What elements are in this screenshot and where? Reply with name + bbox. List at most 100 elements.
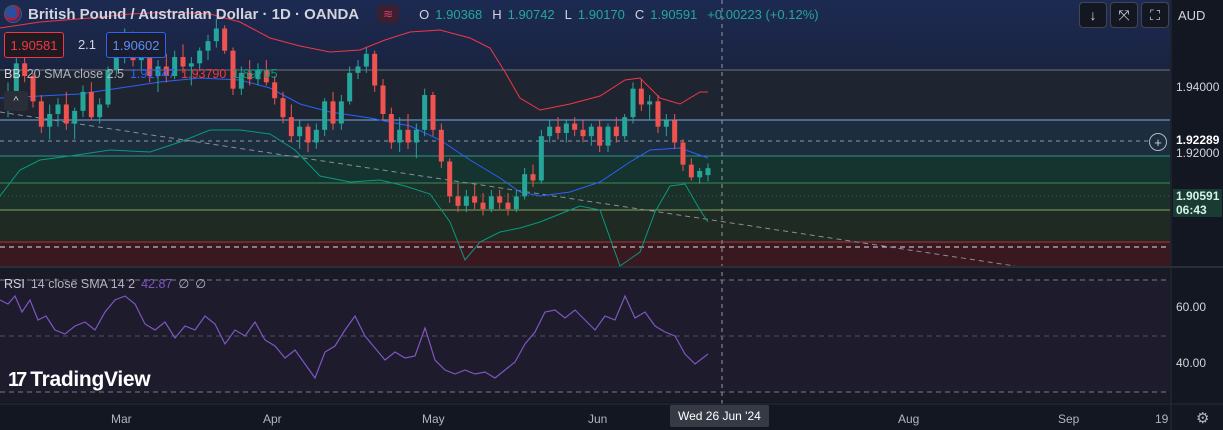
candle-body[interactable] <box>255 69 261 80</box>
candle-body[interactable] <box>355 66 361 73</box>
candle-body[interactable] <box>172 57 178 76</box>
candle-body[interactable] <box>372 53 378 86</box>
rsi-legend[interactable]: RSI 14 close SMA 14 2 42.87 ∅ ∅ <box>4 276 206 292</box>
candle-body[interactable] <box>463 196 469 206</box>
symbol-title[interactable]: British Pound / Australian Dollar · 1D ·… <box>28 5 360 23</box>
candle-body[interactable] <box>13 63 19 92</box>
candle-body[interactable] <box>613 126 619 137</box>
candle-body[interactable] <box>680 142 686 165</box>
candle-body[interactable] <box>147 47 153 77</box>
candle-body[interactable] <box>622 117 628 137</box>
scroll-down-button[interactable]: ↓ <box>1079 2 1107 28</box>
candle-body[interactable] <box>63 104 69 124</box>
candle-body[interactable] <box>22 63 28 76</box>
candle-body[interactable] <box>572 123 578 130</box>
candle-body[interactable] <box>413 129 419 143</box>
candle-body[interactable] <box>213 28 219 42</box>
candle-body[interactable] <box>347 72 353 102</box>
candle-body[interactable] <box>322 101 328 130</box>
candle-body[interactable] <box>280 98 286 118</box>
candle-body[interactable] <box>263 69 269 83</box>
candle-body[interactable] <box>380 85 386 115</box>
candle-body[interactable] <box>80 91 86 111</box>
candle-body[interactable] <box>72 110 78 124</box>
candle-body[interactable] <box>497 196 503 203</box>
candle-body[interactable] <box>238 72 244 89</box>
candle-body[interactable] <box>630 88 636 118</box>
candle-body[interactable] <box>163 66 169 77</box>
candle-body[interactable] <box>530 174 536 181</box>
candle-body[interactable] <box>272 82 278 99</box>
candle-body[interactable] <box>47 114 53 127</box>
candle-body[interactable] <box>588 126 594 137</box>
buy-button[interactable]: 1.90602 <box>106 32 166 58</box>
candle-body[interactable] <box>105 69 111 105</box>
candle-body[interactable] <box>288 117 294 137</box>
symbol-chain-icon[interactable]: ≋ <box>377 5 400 23</box>
gear-icon[interactable]: ⚙ <box>1196 410 1210 427</box>
candle-body[interactable] <box>513 196 519 209</box>
candle-body[interactable] <box>363 53 369 67</box>
candle-body[interactable] <box>30 76 36 102</box>
candle-body[interactable] <box>305 126 311 143</box>
candle-body[interactable] <box>55 104 61 115</box>
bb-legend[interactable]: BB 20 SMA close 2.5 1.91747 1.93790 1.89… <box>4 67 278 81</box>
candle-body[interactable] <box>188 63 194 67</box>
candle-body[interactable] <box>113 53 119 70</box>
candle-body[interactable] <box>505 202 511 209</box>
candle-body[interactable] <box>438 129 444 162</box>
candle-body[interactable] <box>222 28 228 51</box>
candle-body[interactable] <box>605 126 611 146</box>
candle-body[interactable] <box>538 136 544 181</box>
candle-body[interactable] <box>405 129 411 143</box>
candle-body[interactable] <box>330 101 336 124</box>
candle-body[interactable] <box>247 72 253 80</box>
candle-body[interactable] <box>397 129 403 143</box>
candle-body[interactable] <box>422 95 428 130</box>
candle-body[interactable] <box>197 50 203 64</box>
candle-body[interactable] <box>563 123 569 134</box>
candle-body[interactable] <box>697 171 703 178</box>
candle-body[interactable] <box>655 101 661 127</box>
collapse-legend-button[interactable]: ^ <box>4 91 28 111</box>
time-tick: Jun <box>588 412 608 426</box>
candle-body[interactable] <box>313 129 319 143</box>
candle-body[interactable] <box>488 196 494 209</box>
candle-body[interactable] <box>455 196 461 206</box>
candle-body[interactable] <box>688 164 694 178</box>
collapse-button[interactable]: ⤧ <box>1110 2 1138 28</box>
candle-body[interactable] <box>547 126 553 137</box>
symbol-legend[interactable]: British Pound / Australian Dollar · 1D ·… <box>4 4 823 24</box>
candle-body[interactable] <box>338 101 344 124</box>
tradingview-logo[interactable]: 17 TradingView <box>8 368 151 392</box>
candle-body[interactable] <box>647 101 653 105</box>
candle-body[interactable] <box>230 50 236 89</box>
candle-body[interactable] <box>155 66 161 77</box>
candle-body[interactable] <box>97 104 103 118</box>
candle-body[interactable] <box>705 168 711 176</box>
currency-label[interactable]: AUD <box>1178 8 1206 23</box>
candle-body[interactable] <box>638 88 644 105</box>
sell-button[interactable]: 1.90581 <box>4 32 64 58</box>
candle-body[interactable] <box>472 196 478 203</box>
candle-body[interactable] <box>88 91 94 118</box>
candle-body[interactable] <box>388 114 394 143</box>
candle-body[interactable] <box>430 95 436 130</box>
candle-body[interactable] <box>580 129 586 137</box>
candle-body[interactable] <box>522 174 528 197</box>
candle-body[interactable] <box>597 126 603 146</box>
add-alert-button[interactable]: + <box>1149 133 1167 151</box>
candle-body[interactable] <box>555 126 561 133</box>
candle-body[interactable] <box>663 120 669 127</box>
candle-body[interactable] <box>447 161 453 197</box>
candle-body[interactable] <box>38 101 44 127</box>
fullscreen-button[interactable]: ⛶ <box>1141 2 1169 28</box>
candle-body[interactable] <box>205 41 211 51</box>
candle-body[interactable] <box>672 120 678 143</box>
tradingview-logo-icon: 17 <box>8 368 27 391</box>
candle-body[interactable] <box>180 57 186 67</box>
candle-body[interactable] <box>297 126 303 137</box>
candle-body[interactable] <box>480 202 486 209</box>
